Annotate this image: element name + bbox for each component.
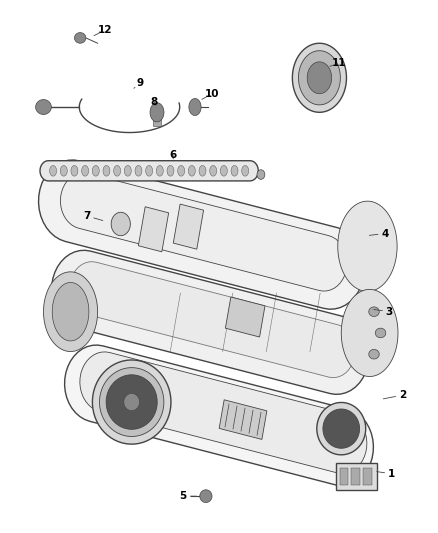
Ellipse shape <box>257 169 265 179</box>
Ellipse shape <box>103 165 110 176</box>
Polygon shape <box>226 297 265 337</box>
Text: 1: 1 <box>388 469 395 479</box>
Polygon shape <box>189 99 201 116</box>
Polygon shape <box>64 345 374 486</box>
Text: 4: 4 <box>381 229 389 239</box>
Ellipse shape <box>81 165 88 176</box>
Ellipse shape <box>60 165 67 176</box>
Text: 8: 8 <box>151 96 158 107</box>
Ellipse shape <box>71 165 78 176</box>
Ellipse shape <box>92 165 99 176</box>
Text: 3: 3 <box>385 306 393 317</box>
Polygon shape <box>219 400 267 439</box>
Polygon shape <box>323 409 360 448</box>
Ellipse shape <box>210 165 217 176</box>
Ellipse shape <box>242 165 249 176</box>
Text: 12: 12 <box>98 25 113 35</box>
Polygon shape <box>40 161 258 181</box>
Polygon shape <box>173 204 204 249</box>
Ellipse shape <box>135 165 142 176</box>
Polygon shape <box>351 467 360 486</box>
Polygon shape <box>60 173 347 291</box>
Polygon shape <box>307 62 332 94</box>
Polygon shape <box>80 352 367 473</box>
Ellipse shape <box>220 165 227 176</box>
Text: 9: 9 <box>137 78 144 88</box>
Polygon shape <box>43 272 98 352</box>
Polygon shape <box>369 350 379 359</box>
Ellipse shape <box>199 165 206 176</box>
Ellipse shape <box>231 165 238 176</box>
Polygon shape <box>111 212 131 236</box>
Ellipse shape <box>178 165 185 176</box>
Ellipse shape <box>124 165 131 176</box>
Ellipse shape <box>167 165 174 176</box>
Text: 7: 7 <box>84 211 91 221</box>
Polygon shape <box>340 467 349 486</box>
Text: 10: 10 <box>205 88 220 99</box>
Polygon shape <box>70 262 355 377</box>
Polygon shape <box>369 307 379 317</box>
Polygon shape <box>99 368 164 437</box>
Text: 6: 6 <box>170 150 177 160</box>
Polygon shape <box>92 360 171 444</box>
Text: 2: 2 <box>399 390 406 400</box>
Polygon shape <box>293 43 346 112</box>
Polygon shape <box>298 51 340 105</box>
Ellipse shape <box>113 165 120 176</box>
Polygon shape <box>152 110 161 126</box>
Polygon shape <box>39 160 364 309</box>
Ellipse shape <box>188 165 195 176</box>
Polygon shape <box>35 100 51 115</box>
Polygon shape <box>200 490 212 503</box>
Polygon shape <box>336 463 377 490</box>
Polygon shape <box>150 103 164 122</box>
Polygon shape <box>375 328 386 338</box>
Polygon shape <box>341 289 398 376</box>
Ellipse shape <box>156 165 163 176</box>
Ellipse shape <box>49 165 57 176</box>
Polygon shape <box>52 282 89 341</box>
Text: 11: 11 <box>332 59 346 68</box>
Ellipse shape <box>146 165 152 176</box>
Text: 5: 5 <box>180 491 187 501</box>
Polygon shape <box>363 467 372 486</box>
Polygon shape <box>52 251 369 394</box>
Polygon shape <box>124 393 140 410</box>
Polygon shape <box>74 33 86 43</box>
Polygon shape <box>138 207 169 252</box>
Polygon shape <box>338 201 397 292</box>
Polygon shape <box>106 375 157 429</box>
Polygon shape <box>317 402 366 455</box>
